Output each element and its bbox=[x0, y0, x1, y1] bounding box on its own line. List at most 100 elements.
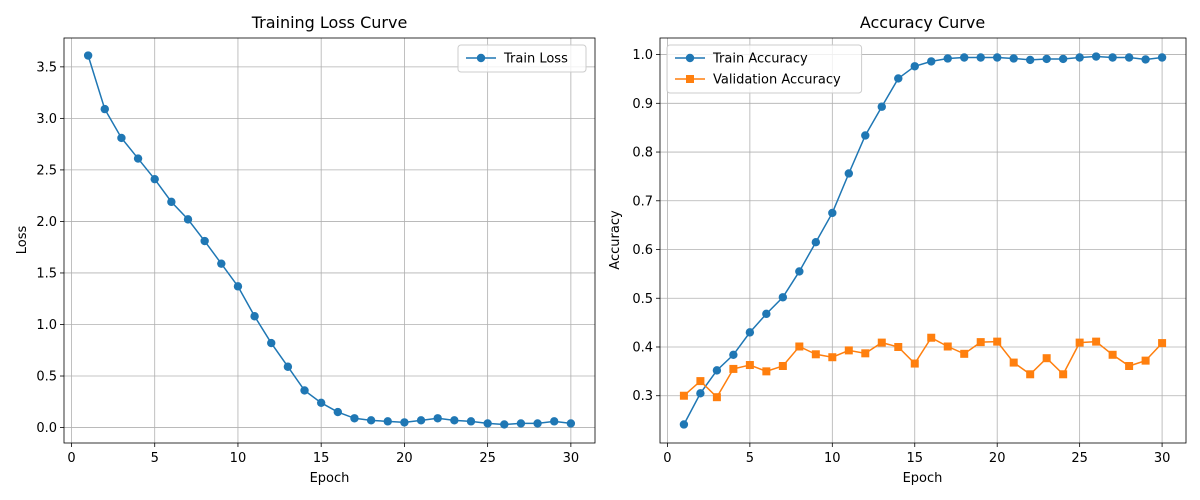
loss-y-tick-label: 3.0 bbox=[36, 112, 57, 127]
accuracy-chart: Accuracy Curve Epoch Accuracy 0 5 10 15 20 25… bbox=[608, 13, 1187, 486]
train-loss-point bbox=[233, 282, 243, 291]
validation-accuracy-point bbox=[762, 367, 771, 376]
accuracy-y-tick-label: 0.3 bbox=[632, 389, 653, 404]
train-accuracy-point bbox=[993, 53, 1002, 62]
train-accuracy-point bbox=[1091, 52, 1101, 61]
validation-accuracy-point bbox=[910, 359, 919, 368]
validation-accuracy-point bbox=[976, 338, 985, 347]
accuracy-x-tick-label: 15 bbox=[906, 451, 923, 466]
accuracy-legend: Train Accuracy Validation Accuracy bbox=[666, 44, 863, 94]
validation-accuracy-point bbox=[778, 361, 787, 370]
train-accuracy-point bbox=[1157, 53, 1167, 62]
train-loss-point bbox=[200, 236, 209, 246]
train-accuracy-point bbox=[927, 57, 936, 66]
train-loss-point bbox=[483, 419, 492, 428]
validation-accuracy-point bbox=[729, 364, 738, 373]
accuracy-y-tick-label: 0.6 bbox=[632, 243, 653, 258]
accuracy-y-tick-label: 0.7 bbox=[632, 194, 653, 209]
validation-accuracy-legend-marker bbox=[686, 75, 694, 83]
train-loss-point bbox=[333, 407, 343, 417]
train-accuracy-point bbox=[894, 74, 903, 83]
train-loss-point bbox=[466, 417, 476, 426]
train-loss-point bbox=[516, 419, 526, 428]
train-accuracy-point bbox=[1124, 53, 1134, 62]
accuracy-y-axis-label: Accuracy bbox=[608, 210, 623, 270]
train-accuracy-point bbox=[811, 238, 821, 247]
train-loss-point bbox=[100, 104, 109, 114]
train-accuracy-point bbox=[1042, 54, 1051, 64]
train-accuracy-point bbox=[712, 366, 722, 375]
validation-accuracy-point bbox=[795, 342, 804, 351]
train-accuracy-point bbox=[877, 102, 886, 111]
accuracy-x-tick-label: 30 bbox=[1154, 451, 1171, 466]
loss-axes-frame bbox=[63, 37, 596, 444]
train-accuracy-point bbox=[1058, 54, 1068, 64]
loss-legend: Train Loss bbox=[457, 44, 587, 73]
validation-accuracy-point bbox=[1108, 350, 1117, 359]
train-loss-point bbox=[383, 417, 392, 426]
validation-accuracy-point bbox=[1042, 354, 1051, 363]
validation-accuracy-point bbox=[861, 349, 870, 358]
validation-accuracy-point bbox=[943, 342, 952, 351]
loss-y-tick-label: 3.5 bbox=[36, 60, 57, 75]
validation-accuracy-point bbox=[993, 337, 1002, 346]
validation-accuracy-point bbox=[877, 338, 886, 347]
accuracy-x-tick-label: 25 bbox=[1071, 451, 1088, 466]
train-accuracy-point bbox=[861, 131, 870, 140]
train-accuracy-point bbox=[943, 54, 952, 63]
train-accuracy-line bbox=[683, 55, 1163, 425]
train-accuracy-point bbox=[679, 420, 689, 429]
validation-accuracy-legend-label: Validation Accuracy bbox=[713, 73, 841, 88]
accuracy-x-tick-label: 10 bbox=[824, 451, 841, 466]
train-loss-point bbox=[150, 174, 159, 184]
train-loss-point bbox=[183, 215, 193, 224]
train-accuracy-point bbox=[729, 350, 738, 359]
loss-y-tick-label: 0.0 bbox=[36, 421, 57, 436]
train-loss-point bbox=[433, 414, 442, 423]
validation-accuracy-point bbox=[1075, 338, 1084, 347]
validation-accuracy-point bbox=[1125, 361, 1134, 370]
loss-x-tick-label: 30 bbox=[563, 451, 580, 466]
train-loss-point bbox=[500, 420, 509, 429]
validation-accuracy-point bbox=[1026, 370, 1035, 379]
loss-y-tick-label: 0.5 bbox=[36, 370, 57, 385]
train-accuracy-point bbox=[1075, 53, 1084, 62]
train-loss-point bbox=[250, 312, 259, 321]
loss-y-tick-label: 1.5 bbox=[36, 266, 57, 281]
train-loss-point bbox=[133, 154, 143, 163]
accuracy-x-tick-label: 20 bbox=[989, 451, 1006, 466]
accuracy-legend-box bbox=[666, 44, 863, 94]
validation-accuracy-point bbox=[745, 361, 754, 370]
validation-accuracy-point bbox=[1009, 358, 1018, 367]
accuracy-axes-frame bbox=[659, 37, 1187, 444]
train-loss-point bbox=[316, 398, 326, 408]
loss-grid bbox=[64, 38, 595, 443]
train-accuracy-point bbox=[745, 328, 755, 337]
train-accuracy-point bbox=[1141, 55, 1150, 64]
loss-x-axis-label: Epoch bbox=[310, 471, 350, 486]
validation-accuracy-point bbox=[679, 391, 688, 400]
train-accuracy-point bbox=[1009, 54, 1018, 63]
train-accuracy-point bbox=[795, 267, 804, 276]
train-loss-point bbox=[283, 362, 293, 371]
accuracy-y-tick-label: 0.9 bbox=[632, 97, 653, 112]
train-loss-point bbox=[400, 418, 409, 427]
train-accuracy-point bbox=[828, 208, 837, 218]
train-loss-legend-label: Train Loss bbox=[503, 52, 568, 67]
train-loss-point bbox=[117, 133, 126, 143]
validation-accuracy-point bbox=[1059, 370, 1068, 379]
validation-accuracy-point bbox=[894, 342, 903, 351]
accuracy-y-tick-label: 0.4 bbox=[632, 340, 653, 355]
loss-x-tick-label: 15 bbox=[313, 451, 330, 466]
train-accuracy-point bbox=[1025, 55, 1035, 65]
accuracy-grid bbox=[660, 38, 1186, 443]
train-loss-point bbox=[217, 259, 226, 268]
accuracy-x-tick-label: 5 bbox=[746, 451, 754, 466]
accuracy-x-tick-label: 0 bbox=[663, 451, 671, 466]
loss-chart-title: Training Loss Curve bbox=[251, 13, 408, 32]
loss-y-axis-label: Loss bbox=[15, 226, 30, 255]
loss-x-tick-label: 20 bbox=[396, 451, 413, 466]
validation-accuracy-point bbox=[1158, 339, 1167, 348]
train-accuracy-point bbox=[778, 293, 788, 302]
train-loss-point bbox=[83, 51, 93, 60]
